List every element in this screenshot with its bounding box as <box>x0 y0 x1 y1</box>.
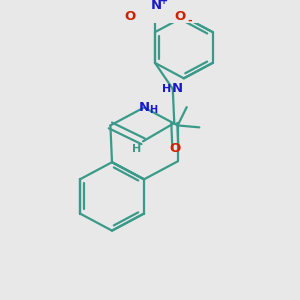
Text: H: H <box>133 144 142 154</box>
Text: O: O <box>175 10 186 23</box>
Text: H: H <box>149 105 157 115</box>
Text: O: O <box>124 10 135 23</box>
Text: N: N <box>150 0 162 12</box>
Text: -: - <box>187 15 192 25</box>
Text: N: N <box>139 101 150 114</box>
Text: +: + <box>160 0 168 7</box>
Text: N: N <box>172 82 183 95</box>
Text: O: O <box>170 142 181 155</box>
Text: H: H <box>162 84 171 94</box>
